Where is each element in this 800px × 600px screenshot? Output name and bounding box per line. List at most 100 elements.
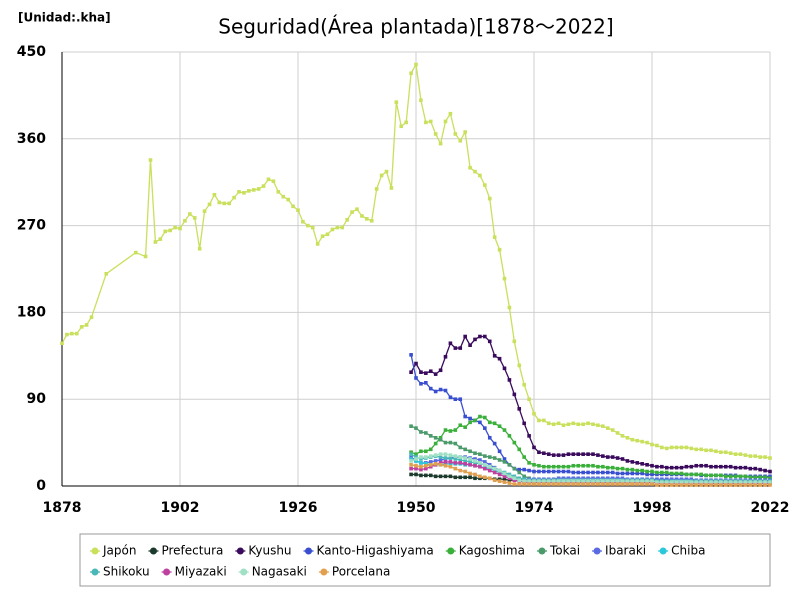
data-point [709,483,713,487]
data-point [551,479,556,483]
data-point [487,420,492,425]
data-point [615,471,620,476]
data-point [650,479,654,483]
data-point [433,132,438,136]
data-point [458,458,463,462]
data-point [414,62,418,67]
data-point [556,464,561,469]
data-point [532,469,536,474]
unit-label: [Unidad:.kha] [18,11,111,25]
data-point [419,467,423,472]
data-point [478,414,482,419]
data-point [507,474,512,479]
data-point [664,483,669,487]
data-point [605,482,610,486]
data-point [183,218,187,223]
data-point [428,434,433,438]
data-point [473,451,477,456]
data-point [256,187,261,191]
legend: Japón Prefectura Kyushu Kanto-Higashiyama Ka… [79,533,771,587]
data-point [556,476,561,481]
data-point [428,119,433,124]
data-point [453,397,458,401]
data-point [620,471,625,476]
data-point [463,334,467,339]
data-point [517,363,522,368]
data-point [610,470,615,475]
data-point [733,480,738,484]
data-point [615,476,620,481]
data-point [443,354,448,359]
data-point [601,470,605,475]
data-point [738,465,743,470]
data-point [753,454,758,458]
data-point [497,477,502,482]
data-point [433,459,438,463]
data-point [409,452,413,456]
legend-label: Porcelana [332,565,390,579]
data-point [502,480,507,484]
data-point [497,479,502,483]
data-point [551,453,556,457]
data-point [443,440,448,445]
data-point [625,479,630,483]
data-point [551,464,556,469]
data-point [419,461,423,465]
data-point [458,138,463,143]
data-point [315,242,320,246]
data-point [620,457,625,461]
data-point [714,473,718,478]
data-point [478,476,482,481]
data-point [699,447,703,452]
data-point [473,472,477,477]
data-point [581,422,585,427]
data-point [635,438,640,443]
data-point [655,464,659,469]
data-point [419,455,423,459]
data-point [645,462,649,467]
data-point [502,474,507,479]
data-point [419,370,423,374]
data-point [178,226,182,231]
data-point [615,479,620,483]
data-point [684,464,689,469]
data-point [320,234,325,239]
data-point [743,453,748,457]
data-point [620,476,625,481]
data-point [738,474,743,479]
data-point [664,465,669,470]
data-point [487,468,492,473]
data-point [591,482,595,486]
data-point [753,483,758,487]
data-point [448,474,453,479]
data-point [576,476,581,481]
data-point [507,481,512,485]
data-point [640,439,644,444]
data-point [537,482,541,486]
data-point [448,111,453,116]
data-point [438,455,443,459]
data-point [468,471,472,476]
data-point [601,476,605,481]
data-point [517,407,522,411]
data-point [438,387,443,392]
legend-label: Kyushu [248,544,291,558]
data-point [237,190,241,194]
legend-box [79,533,771,587]
data-point [556,421,561,426]
data-point [699,480,703,484]
data-point [689,446,694,451]
data-point [428,386,433,391]
data-point [738,480,743,484]
data-point [507,478,512,483]
data-point [409,353,413,357]
data-point [694,480,699,484]
data-point [222,201,227,206]
data-point [625,467,630,472]
data-point [684,445,689,450]
data-point [424,431,428,435]
data-point [74,331,79,336]
data-point [674,465,679,470]
data-point [468,460,472,464]
data-point [492,421,497,426]
